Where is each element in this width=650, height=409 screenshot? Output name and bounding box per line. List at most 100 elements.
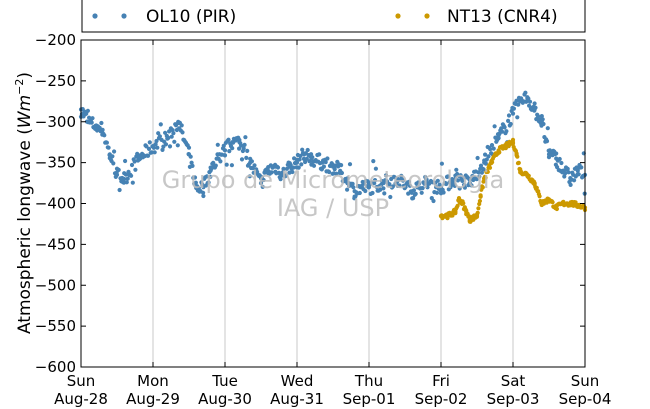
y-tick-label: −300 (35, 113, 76, 131)
data-point-ol10 (457, 186, 462, 191)
data-point-ol10 (370, 190, 375, 196)
data-point-ol10 (390, 184, 395, 189)
watermark-line-1: Grupo de Micrometeorologia (162, 166, 504, 194)
data-point-ol10 (545, 126, 550, 131)
data-point-ol10 (147, 140, 152, 145)
legend-label-ol10: OL10 (PIR) (146, 7, 236, 27)
data-point-ol10 (116, 167, 121, 172)
data-point-ol10 (363, 188, 368, 194)
data-point-nt13 (485, 169, 490, 174)
legend: OL10 (PIR) NT13 (CNR4) (81, 0, 586, 33)
data-point-ol10 (167, 129, 172, 134)
data-point-nt13 (534, 185, 539, 190)
data-point-ol10 (190, 163, 195, 168)
data-point-nt13 (575, 203, 580, 208)
x-tick-label-day: Sun (571, 372, 600, 390)
data-point-nt13 (568, 201, 573, 206)
plot-frame (81, 40, 585, 367)
data-point-ol10 (146, 153, 151, 158)
data-point-nt13 (455, 203, 460, 208)
data-point-ol10 (568, 182, 573, 187)
data-point-nt13 (503, 144, 508, 149)
data-point-ol10 (454, 167, 459, 172)
data-point-ol10 (106, 145, 111, 150)
data-point-ol10 (532, 101, 537, 106)
data-point-ol10 (320, 160, 325, 165)
x-tick-label-date: Aug-28 (54, 390, 108, 408)
data-point-ol10 (227, 149, 232, 154)
data-point-ol10 (299, 162, 304, 167)
data-point-ol10 (425, 185, 430, 190)
data-point-ol10 (90, 116, 95, 121)
x-axis: SunAug-28MonAug-29TueAug-30WedAug-31ThuS… (54, 40, 611, 408)
y-tick-label: −500 (35, 276, 76, 294)
y-tick-label: −450 (35, 235, 76, 253)
data-point-ol10 (514, 98, 519, 103)
data-point-ol10 (230, 140, 235, 145)
data-point-ol10 (411, 196, 416, 201)
x-tick-label-date: Sep-01 (343, 390, 396, 408)
data-point-ol10 (424, 181, 429, 186)
data-point-ol10 (506, 113, 512, 118)
data-point-ol10 (132, 159, 137, 164)
data-point-ol10 (102, 133, 107, 138)
data-point-ol10 (345, 181, 350, 186)
data-point-ol10 (208, 168, 213, 173)
data-point-ol10 (261, 177, 266, 183)
data-point-ol10 (476, 170, 481, 175)
data-point-ol10 (397, 183, 402, 188)
data-points (78, 90, 588, 224)
data-point-ol10 (160, 147, 165, 152)
data-point-ol10 (511, 106, 516, 111)
data-point-nt13 (550, 200, 555, 205)
data-point-ol10 (373, 166, 378, 171)
data-point-ol10 (441, 190, 446, 195)
y-axis-title: Atmospheric longwave (Wm−2) (13, 72, 35, 334)
data-point-ol10 (359, 185, 364, 190)
data-point-ol10 (239, 157, 245, 162)
data-point-ol10 (215, 156, 220, 161)
data-point-ol10 (201, 193, 206, 199)
data-point-ol10 (294, 160, 300, 165)
data-point-nt13 (456, 197, 462, 202)
data-point-ol10 (467, 181, 472, 186)
data-point-ol10 (544, 139, 550, 144)
x-tick-label-day: Thu (354, 372, 383, 390)
data-point-ol10 (305, 147, 310, 153)
data-point-nt13 (482, 176, 487, 182)
data-point-ol10 (406, 179, 412, 184)
data-point-ol10 (179, 123, 184, 128)
data-point-ol10 (554, 156, 559, 161)
data-point-nt13 (514, 152, 519, 157)
data-point-ol10 (499, 126, 504, 131)
data-point-ol10 (532, 107, 537, 112)
data-point-ol10 (201, 190, 206, 195)
data-point-ol10 (155, 145, 160, 150)
x-tick-label-date: Aug-30 (198, 390, 252, 408)
data-point-ol10 (133, 167, 138, 172)
x-tick-label-date: Aug-31 (270, 390, 324, 408)
y-axis: −200 −250 −300 −350 −400 −450 −500 −550 −600 (35, 31, 585, 376)
data-point-ol10 (244, 155, 249, 160)
data-point-nt13 (539, 201, 544, 206)
data-point-ol10 (165, 136, 170, 141)
data-point-ol10 (510, 111, 516, 116)
data-point-nt13 (496, 148, 501, 153)
data-point-ol10 (122, 176, 127, 182)
data-point-ol10 (546, 152, 552, 157)
data-point-ol10 (460, 178, 465, 183)
legend-marker-ol10 (92, 13, 98, 19)
data-point-ol10 (89, 120, 94, 125)
data-point-ol10 (357, 190, 362, 196)
data-point-ol10 (372, 178, 378, 183)
data-point-ol10 (478, 163, 484, 168)
data-point-ol10 (572, 178, 577, 183)
data-point-ol10 (208, 174, 213, 179)
data-point-ol10 (352, 189, 357, 194)
data-point-ol10 (284, 166, 289, 171)
data-point-ol10 (500, 129, 505, 134)
data-point-ol10 (300, 147, 305, 152)
legend-marker-nt13 (395, 13, 401, 19)
data-point-ol10 (149, 150, 154, 155)
data-point-ol10 (186, 152, 192, 157)
